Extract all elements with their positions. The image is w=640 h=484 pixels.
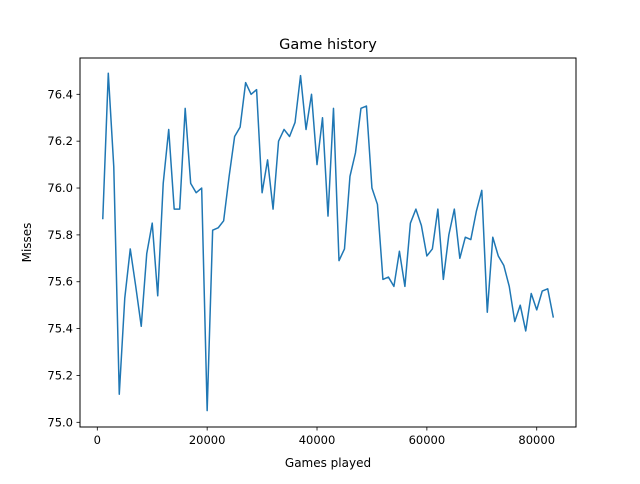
y-tick-label: 75.0 [47, 415, 73, 429]
y-axis-label: Misses [20, 223, 34, 263]
x-tick-label: 20000 [189, 433, 226, 447]
y-tick-label: 76.4 [47, 87, 73, 101]
x-tick-label: 0 [94, 433, 101, 447]
x-axis: 0 20000 40000 60000 80000 [94, 427, 555, 447]
y-tick-label: 75.4 [47, 322, 73, 336]
x-axis-label: Games played [285, 456, 371, 470]
series-line-0 [102, 72, 555, 412]
y-axis: 75.0 75.2 75.4 75.6 75.8 76.0 76.2 76.4 [47, 87, 80, 429]
y-tick-label: 75.8 [47, 228, 73, 242]
plot-area [102, 72, 555, 412]
x-tick-label: 40000 [299, 433, 336, 447]
y-tick-label: 75.2 [47, 368, 73, 382]
y-tick-label: 76.2 [47, 134, 73, 148]
y-tick-label: 76.0 [47, 181, 73, 195]
x-tick-label: 60000 [409, 433, 446, 447]
y-tick-label: 75.6 [47, 275, 73, 289]
plot-frame [79, 57, 577, 428]
chart-title: Game history [279, 37, 377, 53]
x-tick-label: 80000 [518, 433, 555, 447]
